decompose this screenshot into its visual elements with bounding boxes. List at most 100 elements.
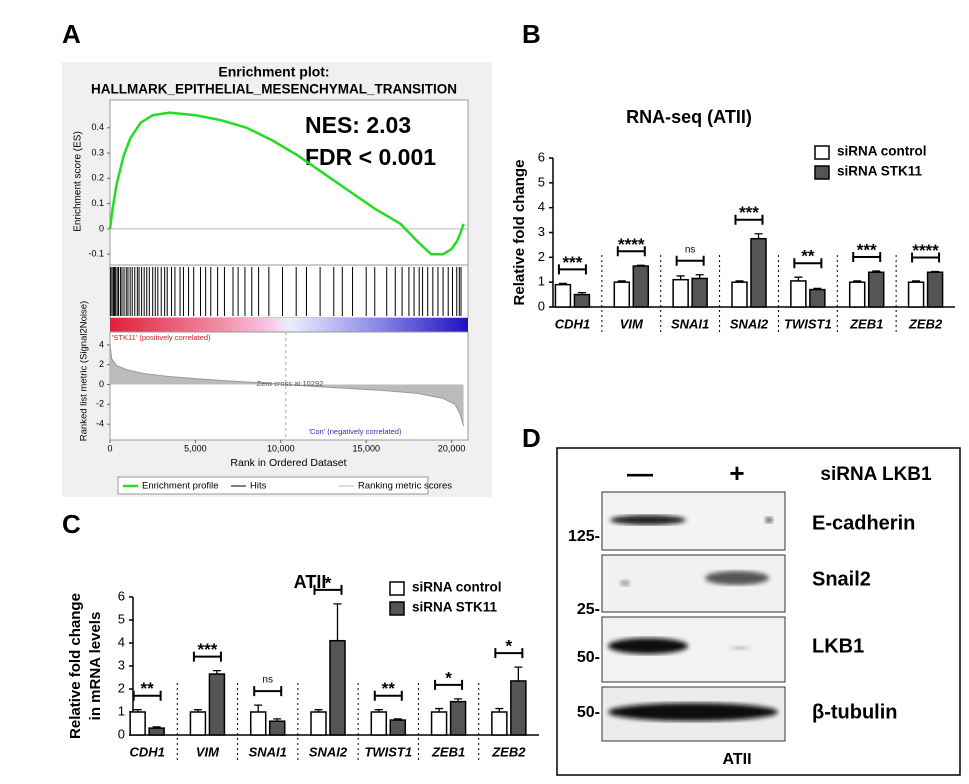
panel-label: D — [522, 423, 541, 453]
y-tick-label: 3 — [538, 224, 545, 239]
error-bar — [617, 280, 626, 283]
x-tick-label: SNAI1 — [671, 316, 709, 331]
protein-label: β-tubulin — [812, 701, 898, 723]
error-bar — [374, 709, 383, 712]
bar — [573, 293, 591, 308]
bar — [731, 281, 748, 308]
sig-label: ns — [262, 675, 273, 686]
annotation: 'STK11' (positively correlated) — [112, 333, 211, 342]
error-bar — [273, 718, 282, 722]
bar — [129, 711, 146, 736]
blot-header: + — [729, 458, 744, 488]
annotation: FDR < 0.001 — [305, 144, 436, 170]
error-bar — [152, 726, 161, 729]
chart-title: ATII — [294, 572, 327, 592]
error-bar — [912, 280, 921, 283]
bar — [790, 280, 807, 308]
sig-bracket — [253, 686, 283, 697]
legend-swatch — [814, 145, 830, 160]
y-tick-label: 6 — [118, 588, 125, 603]
y-tick-label: 3 — [118, 657, 125, 672]
sig-label: ** — [801, 247, 815, 266]
error-bar — [735, 280, 744, 283]
metric-line — [109, 344, 465, 427]
error-bar — [435, 707, 444, 712]
x-tick-label: CDH1 — [555, 316, 590, 331]
bar — [613, 281, 631, 308]
legend-swatch — [389, 581, 405, 596]
error-bar — [314, 709, 323, 712]
y-tick-label: 4 — [99, 339, 104, 349]
y-axis-label: Ranked list metric (Signal2Noise) — [79, 301, 90, 441]
sig-label: *** — [197, 640, 217, 659]
error-bar — [558, 282, 567, 285]
bar — [189, 711, 207, 736]
annotation: 'Con' (negatively correlated) — [309, 427, 402, 436]
sig-bracket — [434, 679, 464, 690]
error-bar — [754, 233, 763, 239]
error-bar — [193, 709, 202, 712]
x-axis-label: Rank in Ordered Dataset — [230, 457, 346, 469]
legend-label: Enrichment profile — [142, 481, 219, 492]
sig-bracket — [494, 648, 524, 659]
legend-label: Ranking metric scores — [358, 481, 452, 492]
bar — [268, 720, 286, 736]
x-tick-label: 5,000 — [184, 443, 207, 453]
sig-bracket — [616, 246, 646, 257]
sig-label: *** — [739, 203, 759, 222]
y-tick-label: 0 — [118, 726, 125, 741]
y-tick-label: 1 — [118, 703, 125, 718]
y-tick-label: 0.4 — [91, 122, 104, 132]
bar — [148, 727, 165, 736]
legend-label: Hits — [250, 481, 267, 492]
y-tick-label: -0.1 — [88, 249, 104, 259]
bar — [926, 271, 944, 308]
hits-band — [109, 264, 469, 319]
bar — [370, 711, 388, 736]
panel-label: C — [62, 509, 81, 539]
sig-label: *** — [857, 240, 877, 259]
bar — [554, 283, 572, 308]
mw-marker: 125- — [568, 528, 600, 545]
error-bar — [333, 603, 342, 641]
y-tick-label: 6 — [538, 149, 545, 164]
y-axis-label: Enrichment score (ES) — [73, 131, 84, 232]
panel-label: A — [62, 19, 81, 49]
y-tick-label: 5 — [118, 611, 125, 626]
y-tick-label: -4 — [96, 419, 104, 429]
legend-label: siRNA control — [837, 144, 927, 159]
y-tick-label: 0 — [99, 223, 104, 233]
y-tick-label: 4 — [118, 634, 125, 649]
blot-header: siRNA LKB1 — [820, 464, 932, 485]
sig-bracket — [192, 651, 222, 662]
y-axis-label: Relative fold change — [511, 160, 528, 306]
bar — [809, 288, 826, 308]
sig-bracket — [557, 264, 587, 275]
sig-label: ns — [685, 244, 696, 255]
y-tick-label: 2 — [99, 359, 104, 369]
error-bar — [794, 276, 803, 281]
y-tick-label: 2 — [118, 680, 125, 695]
x-tick-label: 10,000 — [267, 443, 295, 453]
bar — [510, 680, 527, 736]
x-tick-label: VIM — [620, 316, 644, 331]
blot-images — [601, 491, 786, 742]
bar — [491, 711, 508, 736]
annotation: Zero cross at 10292 — [257, 379, 324, 388]
x-tick-label: SNAI1 — [249, 744, 287, 759]
chart-title: Enrichment plot: — [218, 64, 329, 80]
sig-bracket — [793, 258, 823, 269]
bar — [430, 711, 448, 736]
y-tick-label: 4 — [538, 199, 545, 214]
blot-footer: ATII — [722, 751, 751, 768]
x-tick-label: 15,000 — [352, 443, 380, 453]
error-bar — [212, 669, 221, 675]
error-bar — [454, 698, 463, 702]
bar — [691, 277, 708, 308]
bar — [329, 639, 346, 736]
sig-label: * — [325, 573, 332, 592]
gsea-legend-box — [117, 476, 429, 495]
error-bar — [495, 707, 504, 712]
legend-label: siRNA STK11 — [412, 600, 498, 615]
y-axis-label: Relative fold change — [67, 593, 84, 739]
